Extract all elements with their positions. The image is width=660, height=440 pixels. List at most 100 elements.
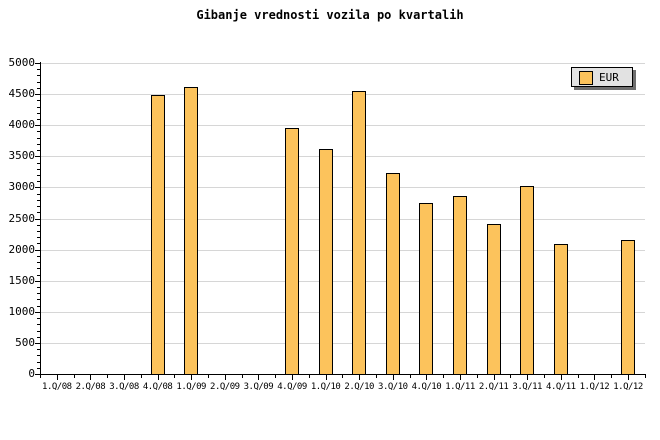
x-tick-label: 2.Q/09: [210, 382, 240, 392]
x-axis: [40, 374, 646, 375]
bar: [486, 223, 501, 375]
y-minor-tick: [37, 106, 40, 108]
y-major-tick: [35, 342, 40, 344]
y-minor-tick: [37, 262, 40, 263]
x-major-tick: [493, 375, 495, 380]
y-tick-label: 5000: [8, 56, 36, 69]
y-major-tick: [35, 280, 40, 282]
y-minor-tick: [37, 268, 40, 270]
y-minor-tick: [37, 243, 40, 245]
x-major-tick: [426, 375, 428, 380]
bar: [285, 128, 299, 375]
y-minor-tick: [37, 324, 40, 326]
x-tick-label: 2.Q/11: [478, 382, 509, 392]
x-minor-tick: [577, 375, 579, 378]
y-major-tick: [35, 311, 40, 313]
x-minor-tick: [510, 375, 512, 378]
x-minor-tick: [476, 375, 478, 378]
bar: [453, 195, 467, 375]
y-minor-tick: [37, 193, 40, 195]
y-minor-tick: [37, 100, 40, 102]
gridline: [41, 342, 645, 344]
x-major-tick: [527, 375, 529, 380]
x-major-tick: [191, 375, 193, 380]
gridline: [41, 218, 645, 220]
x-major-tick: [594, 375, 596, 380]
x-tick-label: 4.Q/11: [546, 382, 576, 392]
x-minor-tick: [308, 375, 310, 378]
x-major-tick: [90, 375, 92, 380]
y-tick-label: 2000: [8, 242, 36, 256]
y-minor-tick: [37, 355, 40, 357]
y-minor-tick: [37, 162, 40, 164]
y-minor-tick: [37, 367, 40, 369]
legend: EUR: [571, 67, 633, 87]
y-minor-tick: [37, 206, 40, 208]
y-minor-tick: [37, 212, 40, 214]
x-major-tick: [460, 375, 461, 380]
x-major-tick: [224, 375, 226, 380]
x-minor-tick: [409, 375, 411, 378]
y-minor-tick: [37, 168, 40, 170]
gridline: [41, 94, 645, 96]
gridline: [41, 280, 645, 282]
x-tick-label: 1.Q/12: [613, 382, 643, 392]
y-minor-tick: [37, 293, 40, 295]
x-minor-tick: [73, 375, 75, 378]
x-major-tick: [560, 375, 562, 380]
y-tick-label: 1500: [8, 273, 36, 287]
y-minor-tick: [37, 224, 40, 226]
y-tick-label: 0: [28, 367, 35, 380]
x-tick-label: 4.Q/10: [411, 382, 442, 392]
y-minor-tick: [37, 318, 40, 319]
y-minor-tick: [37, 299, 40, 301]
y-major-tick: [35, 156, 40, 158]
y-minor-tick: [37, 330, 40, 332]
y-axis: [40, 62, 41, 375]
y-tick-label: 3500: [8, 149, 36, 163]
legend-label: EUR: [599, 71, 619, 84]
y-minor-tick: [37, 336, 40, 338]
bar: [621, 239, 635, 375]
x-minor-tick: [443, 375, 445, 378]
y-minor-tick: [37, 237, 40, 239]
x-minor-tick: [544, 375, 545, 378]
bar: [184, 86, 199, 375]
x-tick-label: 3.Q/09: [243, 382, 274, 392]
bar: [419, 203, 434, 375]
y-minor-tick: [37, 112, 40, 114]
x-major-tick: [292, 375, 293, 380]
legend-swatch: [579, 71, 593, 85]
bar: [385, 173, 400, 375]
bar: [520, 186, 535, 375]
y-tick-label: 4000: [8, 118, 36, 132]
y-minor-tick: [37, 119, 40, 120]
y-minor-tick: [37, 175, 40, 176]
x-minor-tick: [376, 375, 377, 378]
y-minor-tick: [37, 137, 40, 139]
y-minor-tick: [37, 75, 40, 77]
x-major-tick: [258, 375, 260, 380]
x-major-tick: [628, 375, 629, 380]
x-tick-label: 1.Q/11: [445, 382, 475, 392]
y-minor-tick: [37, 131, 40, 133]
y-minor-tick: [37, 230, 40, 232]
y-minor-tick: [37, 143, 40, 145]
x-minor-tick: [140, 375, 142, 378]
y-major-tick: [35, 94, 40, 96]
y-major-tick: [35, 187, 40, 189]
y-tick-label: 2500: [8, 211, 36, 225]
x-minor-tick: [611, 375, 613, 378]
gridline: [41, 311, 645, 313]
gridline: [41, 156, 645, 158]
gridline: [41, 63, 645, 64]
bar: [318, 148, 333, 375]
x-tick-label: 1.Q/10: [310, 382, 341, 392]
x-tick-label: 1.Q/08: [42, 382, 72, 392]
x-major-tick: [359, 375, 361, 380]
x-tick-label: 3.Q/08: [109, 382, 139, 392]
y-major-tick: [35, 218, 40, 220]
y-minor-tick: [37, 361, 40, 363]
